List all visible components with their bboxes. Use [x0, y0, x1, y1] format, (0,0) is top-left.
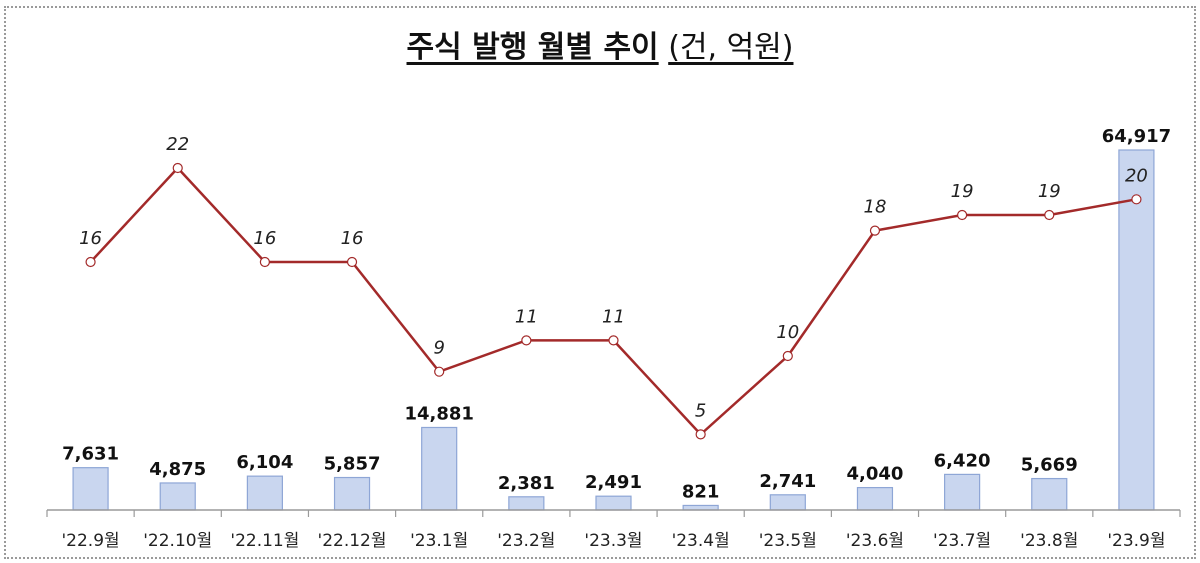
x-tick-label: '23.1월: [410, 531, 468, 551]
line-marker: [782, 350, 793, 362]
bar-4: [421, 426, 458, 511]
x-tick-label: '23.3월: [584, 531, 642, 551]
line-marker: [608, 335, 619, 346]
bar-0: [72, 467, 109, 511]
x-tick-label: '23.2월: [497, 531, 555, 551]
bar-11: [1031, 477, 1068, 511]
line-value-label: 20: [1125, 165, 1148, 186]
line-value-label: 16: [79, 228, 102, 249]
line-value-label: 16: [253, 228, 276, 249]
bar-value-label: 4,040: [846, 464, 903, 485]
x-tick-label: '23.9월: [1107, 531, 1165, 551]
bar-3: [333, 476, 371, 511]
chart-frame: [4, 6, 1196, 559]
line-marker: [695, 429, 706, 440]
bar-value-label: 2,741: [759, 471, 816, 492]
bar-value-label: 821: [682, 481, 720, 502]
line-value-label: 16: [341, 228, 364, 249]
line-marker: [869, 225, 881, 236]
bar-value-label: 6,420: [934, 450, 991, 471]
bar-value-label: 5,857: [324, 454, 381, 475]
bar-9: [856, 486, 894, 511]
bar-value-label: 64,917: [1102, 126, 1171, 147]
line-value-label: 10: [776, 322, 799, 343]
line-marker: [521, 335, 532, 346]
line-marker: [85, 256, 96, 268]
line-value-label: 22: [166, 134, 189, 155]
line-marker: [1044, 209, 1055, 221]
x-tick-label: '23.4월: [672, 531, 730, 551]
chart-title: 주식 발행 월별 추이 (건, 억원): [0, 22, 1200, 66]
bar-value-label: 6,104: [236, 452, 293, 473]
bar-1: [159, 482, 196, 511]
bar-value-label: 7,631: [62, 444, 119, 465]
line-value-label: 9: [433, 338, 444, 359]
line-value-label: 5: [695, 400, 706, 421]
x-tick-label: '22.10월: [143, 531, 212, 551]
bar-8: [769, 494, 806, 511]
x-tick-label: '23.6월: [846, 531, 904, 551]
bar-12: [1118, 149, 1155, 511]
count-line: [89, 166, 1137, 437]
x-tick-label: '23.5월: [759, 531, 817, 551]
line-value-label: 19: [951, 181, 974, 202]
line-value-label: 11: [602, 306, 625, 327]
line-marker: [434, 366, 445, 377]
bar-value-label: 4,875: [149, 459, 206, 480]
line-marker: [172, 162, 183, 174]
x-tick-label: '23.8월: [1020, 531, 1078, 551]
chart-title-main: 주식 발행 월별 추이: [406, 30, 659, 65]
bar-value-label: 5,669: [1021, 455, 1078, 476]
bar-5: [508, 496, 545, 511]
line-marker: [1131, 194, 1142, 205]
bar-value-label: 14,881: [404, 403, 473, 424]
bar-2: [246, 475, 283, 511]
line-marker: [346, 256, 358, 268]
line-value-label: 18: [864, 197, 887, 218]
bar-6: [595, 495, 632, 511]
x-tick-label: '22.11월: [230, 531, 299, 551]
bar-value-label: 2,381: [498, 473, 555, 494]
chart-title-unit: (건, 억원): [668, 30, 794, 65]
line-marker: [259, 256, 270, 268]
line-marker: [957, 209, 968, 221]
bar-10: [944, 473, 981, 511]
line-value-label: 11: [515, 306, 538, 327]
bar-value-label: 2,491: [585, 472, 642, 493]
x-tick-label: '22.12월: [318, 531, 387, 551]
line-value-label: 19: [1038, 181, 1061, 202]
x-tick-label: '23.7월: [933, 531, 991, 551]
x-tick-label: '22.9월: [61, 531, 119, 551]
